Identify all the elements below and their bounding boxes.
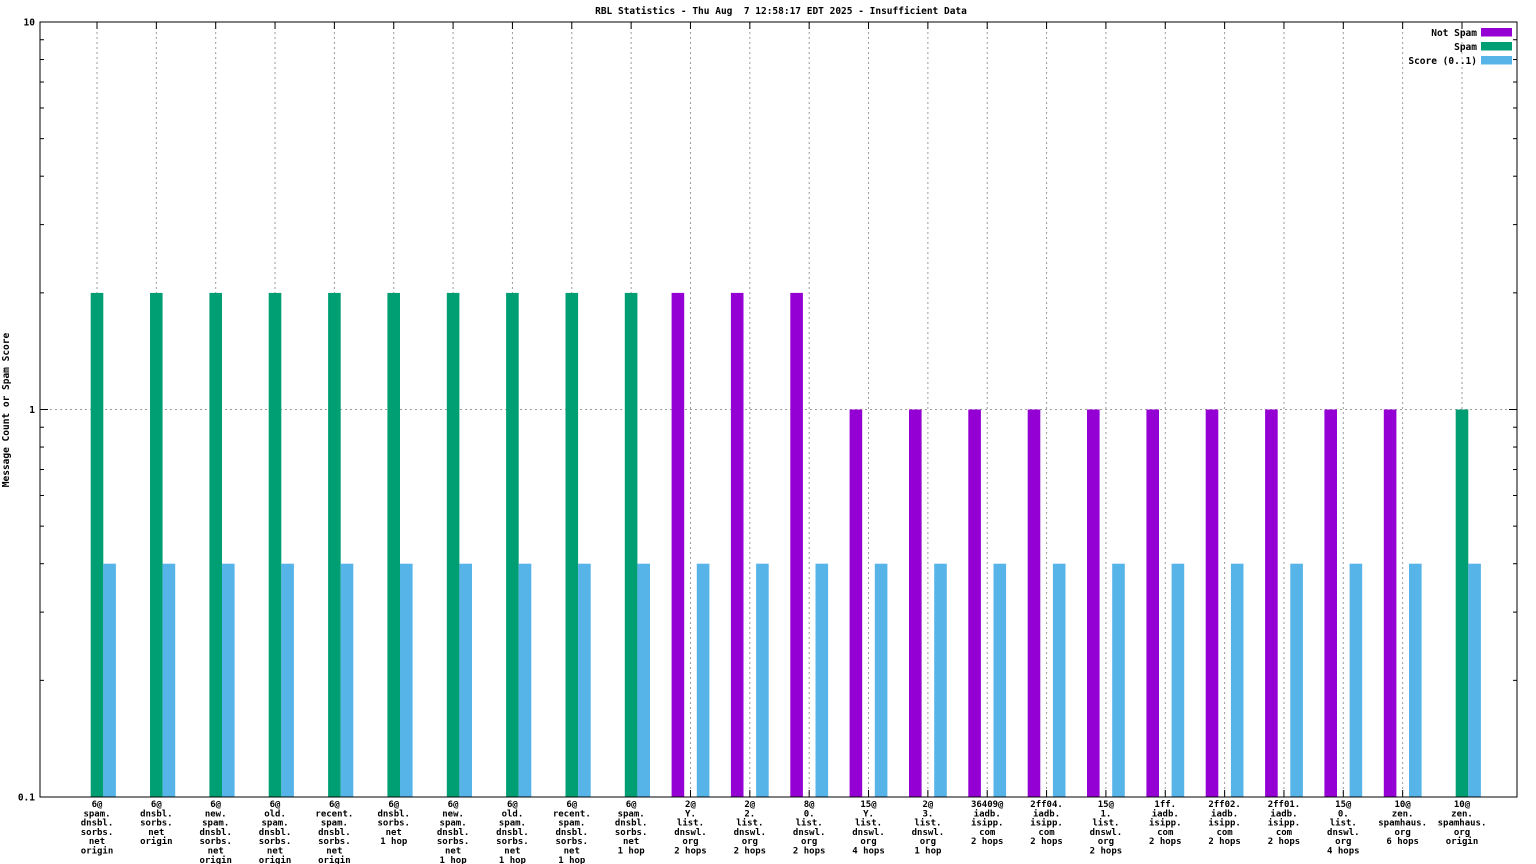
legend-entry: Score (0..1) xyxy=(1408,56,1512,67)
bar-score-0-1 xyxy=(993,563,1007,797)
bar-score-0-1 xyxy=(1230,563,1244,797)
x-axis-labels: 6@ spam. dnsbl. sorbs. net origin 6@ dnsbl. sorb… xyxy=(81,800,1487,864)
x-category-label: 6@ spam. dnsbl. sorbs. net 1 hop xyxy=(615,800,648,857)
legend-swatch xyxy=(1481,28,1512,37)
x-category-label: 6@ recent. spam. dnsbl. sorbs. net origin xyxy=(315,800,353,864)
legend-label: Spam xyxy=(1454,42,1477,53)
bar-not-spam xyxy=(968,409,981,797)
plot-border xyxy=(39,21,1518,798)
x-category-label: 10@ zen. spamhaus. org 6 hops xyxy=(1378,800,1427,847)
x-category-label: 6@ dnsbl. sorbs. net origin xyxy=(140,800,173,847)
bar-score-0-1 xyxy=(1052,563,1066,797)
x-category-label: 2ff02. iadb. isipp. com 2 hops xyxy=(1208,800,1241,847)
bar-spam xyxy=(506,292,519,797)
x-category-label: 6@ new. spam. dnsbl. sorbs. net 1 hop xyxy=(437,800,470,864)
bars xyxy=(90,292,1481,797)
bar-score-0-1 xyxy=(103,563,116,797)
x-category-label: 6@ old. spam. dnsbl. sorbs. net 1 hop xyxy=(496,800,529,864)
bar-not-spam xyxy=(790,292,803,797)
bar-score-0-1 xyxy=(162,563,176,797)
bar-spam xyxy=(268,292,282,797)
bar-score-0-1 xyxy=(578,563,591,797)
x-category-label: 6@ spam. dnsbl. sorbs. net origin xyxy=(81,800,114,857)
x-category-label: 1ff. iadb. isipp. com 2 hops xyxy=(1149,800,1182,847)
bar-score-0-1 xyxy=(1468,563,1481,797)
x-category-label: 6@ new. spam. dnsbl. sorbs. net origin xyxy=(199,800,232,864)
x-category-label: 2@ 2. list. dnswl. org 2 hops xyxy=(734,800,767,857)
bar-score-0-1 xyxy=(222,563,235,797)
x-category-label: 10@ zen. spamhaus. org origin xyxy=(1438,800,1487,847)
bar-not-spam xyxy=(1324,409,1337,797)
legend-swatch xyxy=(1481,42,1512,51)
legend-entry: Spam xyxy=(1454,42,1512,53)
y-axis-label: Message Count or Spam Score xyxy=(1,333,12,488)
bar-score-0-1 xyxy=(1290,563,1303,797)
legend-label: Not Spam xyxy=(1431,28,1477,39)
y-axis-tick-labels: 10 1 0.1 xyxy=(18,18,35,804)
x-category-label: 2@ 3. list. dnswl. org 1 hop xyxy=(912,800,945,857)
x-category-label: 2ff01. iadb. isipp. com 2 hops xyxy=(1268,800,1301,847)
bar-score-0-1 xyxy=(1112,563,1125,797)
bar-score-0-1 xyxy=(815,563,829,797)
chart-title: RBL Statistics - Thu Aug 7 12:58:17 EDT … xyxy=(595,6,967,17)
bar-spam xyxy=(387,292,400,797)
bar-spam xyxy=(624,292,638,797)
bar-score-0-1 xyxy=(1409,563,1422,797)
bar-not-spam xyxy=(730,292,744,797)
bar-spam xyxy=(328,292,341,797)
bar-not-spam xyxy=(1087,409,1100,797)
bar-score-0-1 xyxy=(756,563,769,797)
bar-not-spam xyxy=(1027,409,1041,797)
bar-score-0-1 xyxy=(874,563,888,797)
legend-label: Score (0..1) xyxy=(1408,56,1477,67)
x-category-label: 15@ 0. list. dnswl. org 4 hops xyxy=(1327,800,1360,857)
bar-spam xyxy=(565,292,579,797)
legend: Not Spam Spam Score (0..1) xyxy=(1408,28,1512,67)
bar-score-0-1 xyxy=(696,563,710,797)
legend-swatch xyxy=(1481,56,1512,65)
x-category-label: 8@ 0. list. dnswl. org 2 hops xyxy=(793,800,826,857)
y-tick-label: 0.1 xyxy=(18,793,35,804)
bar-not-spam xyxy=(849,409,863,797)
bar-score-0-1 xyxy=(459,563,472,797)
bar-spam xyxy=(446,292,460,797)
bar-score-0-1 xyxy=(934,563,947,797)
bar-not-spam xyxy=(1205,409,1219,797)
bar-score-0-1 xyxy=(637,563,650,797)
bar-score-0-1 xyxy=(1171,563,1185,797)
bar-score-0-1 xyxy=(518,563,532,797)
bar-score-0-1 xyxy=(400,563,413,797)
bar-spam xyxy=(209,292,222,797)
bar-not-spam xyxy=(1383,409,1397,797)
x-category-label: 2ff04. iadb. isipp. com 2 hops xyxy=(1030,800,1063,847)
x-category-label: 6@ dnsbl. sorbs. net 1 hop xyxy=(377,800,410,847)
bar-score-0-1 xyxy=(1349,563,1363,797)
bar-not-spam xyxy=(671,292,685,797)
bar-not-spam xyxy=(1265,409,1278,797)
bar-not-spam xyxy=(1146,409,1159,797)
bar-spam xyxy=(1455,409,1469,797)
y-tick-label: 1 xyxy=(29,405,35,416)
bar-spam xyxy=(90,292,104,797)
bar-spam xyxy=(150,292,163,797)
bar-score-0-1 xyxy=(281,563,294,797)
legend-entry: Not Spam xyxy=(1431,28,1512,39)
x-category-label: 6@ recent. spam. dnsbl. sorbs. net 1 hop xyxy=(553,800,591,864)
x-category-label: 15@ 1. list. dnswl. org 2 hops xyxy=(1090,800,1123,857)
x-category-label: 6@ old. spam. dnsbl. sorbs. net origin xyxy=(259,800,292,864)
x-category-label: 15@ Y. list. dnswl. org 4 hops xyxy=(852,800,885,857)
y-tick-label: 10 xyxy=(24,18,36,29)
bar-not-spam xyxy=(909,409,922,797)
bar-score-0-1 xyxy=(340,563,354,797)
x-category-label: 36409@ iadb. isipp. com 2 hops xyxy=(971,800,1004,847)
x-category-label: 2@ Y. list. dnswl. org 2 hops xyxy=(674,800,707,857)
